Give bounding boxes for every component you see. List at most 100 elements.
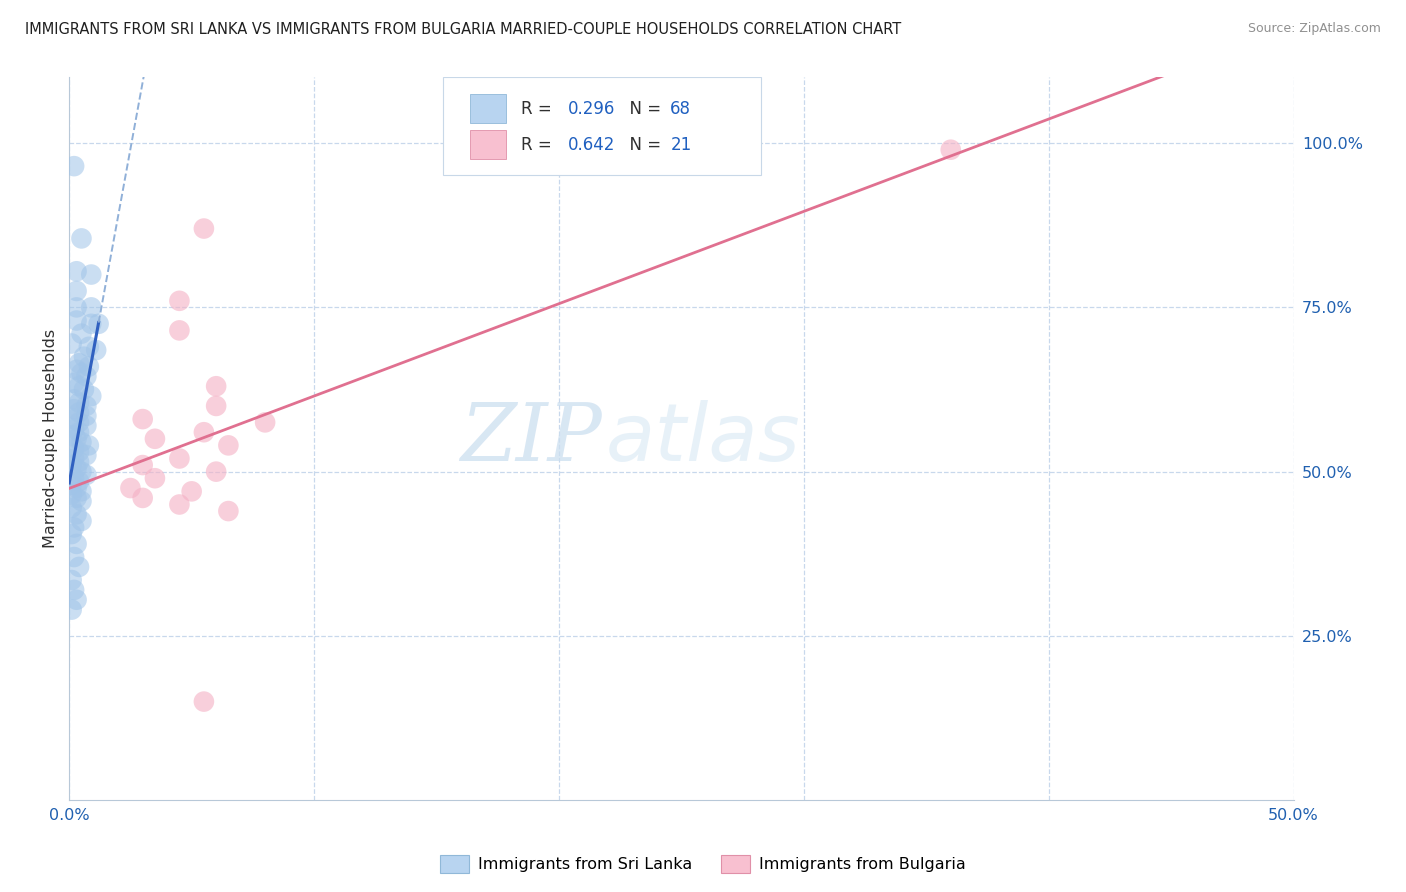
Point xyxy=(193,695,215,709)
Point xyxy=(63,582,86,597)
Point xyxy=(75,399,97,413)
Point xyxy=(84,343,107,357)
Point xyxy=(254,416,277,430)
FancyBboxPatch shape xyxy=(443,78,761,175)
Point xyxy=(80,301,103,315)
Point xyxy=(67,455,90,469)
Point xyxy=(169,498,191,512)
Point xyxy=(205,465,228,479)
Point xyxy=(131,412,153,426)
Point xyxy=(87,317,110,331)
Point xyxy=(131,491,153,505)
Point xyxy=(63,550,86,565)
Text: N =: N = xyxy=(619,100,666,118)
Point xyxy=(73,350,96,364)
Point xyxy=(169,451,191,466)
Point xyxy=(65,461,87,475)
Point xyxy=(63,471,86,485)
Point xyxy=(80,268,103,282)
Point xyxy=(70,231,93,245)
Text: R =: R = xyxy=(522,136,557,153)
Point xyxy=(205,399,228,413)
Point xyxy=(67,425,90,440)
Legend: Immigrants from Sri Lanka, Immigrants from Bulgaria: Immigrants from Sri Lanka, Immigrants fr… xyxy=(433,848,973,880)
Point xyxy=(75,409,97,423)
Text: atlas: atlas xyxy=(606,400,800,478)
Point xyxy=(75,418,97,433)
Point xyxy=(60,428,83,442)
Text: 68: 68 xyxy=(671,100,692,118)
Point xyxy=(60,602,83,616)
Point xyxy=(65,508,87,522)
Point xyxy=(67,405,90,419)
Point xyxy=(77,340,100,354)
Point xyxy=(75,467,97,482)
Point xyxy=(70,465,93,479)
Point xyxy=(217,504,239,518)
Point xyxy=(205,379,228,393)
Point xyxy=(67,475,90,489)
Point xyxy=(70,514,93,528)
Point xyxy=(63,392,86,407)
Point xyxy=(80,389,103,403)
Point xyxy=(67,356,90,370)
Text: 21: 21 xyxy=(671,136,692,153)
Text: IMMIGRANTS FROM SRI LANKA VS IMMIGRANTS FROM BULGARIA MARRIED-COUPLE HOUSEHOLDS : IMMIGRANTS FROM SRI LANKA VS IMMIGRANTS … xyxy=(25,22,901,37)
FancyBboxPatch shape xyxy=(470,130,506,159)
Point xyxy=(63,159,86,173)
FancyBboxPatch shape xyxy=(470,94,506,123)
Point xyxy=(77,438,100,452)
Point xyxy=(65,537,87,551)
Point xyxy=(193,221,215,235)
Point xyxy=(60,527,83,541)
Point xyxy=(75,448,97,462)
Point xyxy=(65,301,87,315)
Point xyxy=(67,395,90,409)
Point xyxy=(63,422,86,436)
Point xyxy=(70,326,93,341)
Point xyxy=(63,376,86,390)
Point xyxy=(143,432,166,446)
Point xyxy=(65,313,87,327)
Point xyxy=(67,416,90,430)
Point xyxy=(169,323,191,337)
Point xyxy=(131,458,153,472)
Point xyxy=(143,471,166,485)
Text: Source: ZipAtlas.com: Source: ZipAtlas.com xyxy=(1247,22,1381,36)
Point xyxy=(65,592,87,607)
Point xyxy=(180,484,202,499)
Point xyxy=(63,412,86,426)
Point xyxy=(169,293,191,308)
Point xyxy=(80,317,103,331)
Point xyxy=(73,383,96,397)
Point xyxy=(67,445,90,459)
Point xyxy=(63,451,86,466)
Point xyxy=(60,500,83,515)
Point xyxy=(67,560,90,574)
Point xyxy=(60,488,83,502)
Point xyxy=(65,481,87,495)
Point xyxy=(120,481,142,495)
Point xyxy=(60,573,83,587)
Y-axis label: Married-couple Households: Married-couple Households xyxy=(44,329,58,549)
Point xyxy=(65,264,87,278)
Point xyxy=(70,484,93,499)
Text: R =: R = xyxy=(522,100,557,118)
Point xyxy=(63,402,86,417)
Point xyxy=(60,458,83,472)
Point xyxy=(65,491,87,505)
Point xyxy=(60,477,83,491)
Text: N =: N = xyxy=(619,136,666,153)
Text: ZIP: ZIP xyxy=(460,400,602,477)
Point xyxy=(65,432,87,446)
Point xyxy=(70,435,93,450)
Point xyxy=(939,143,962,157)
Point xyxy=(65,363,87,377)
Point xyxy=(70,366,93,380)
Point xyxy=(60,336,83,351)
Point xyxy=(70,494,93,508)
Point xyxy=(63,520,86,534)
Point xyxy=(63,442,86,456)
Text: 0.642: 0.642 xyxy=(568,136,614,153)
Point xyxy=(193,425,215,440)
